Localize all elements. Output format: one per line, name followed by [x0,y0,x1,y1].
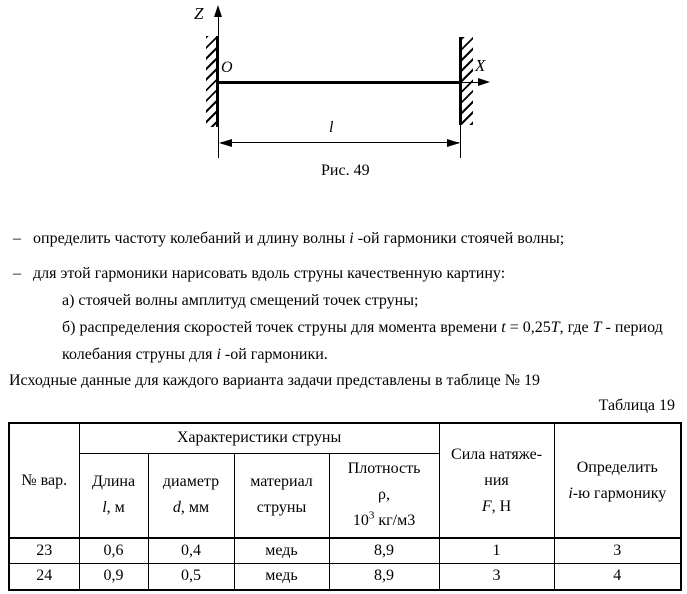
cell-length: 0,6 [78,537,149,564]
bullet-dash: – [13,265,21,282]
header-density: Плотность ρ, 103 кг/м3 [328,452,440,539]
x-axis-arrowhead-icon [478,78,490,86]
header-tension-force: Сила натяже- ния F, Н [438,422,555,539]
cell-harmonic: 3 [553,537,682,564]
task-subitem-b-mid: , где [559,319,593,336]
dimension-arrowhead-right-icon [447,139,460,147]
origin-label: O [221,59,233,76]
table-row: 23 0,6 0,4 медь 8,9 1 3 [8,537,682,564]
x-axis-label: X [475,56,486,75]
harmonic-index: i [349,230,354,247]
harmonic-index: i [216,346,221,363]
header-determine-line2: i-ю гармонику [568,484,667,502]
z-axis-label: Z [194,4,204,23]
header-density-line2: ρ, [378,486,391,504]
task-subitem-b: б) распределения скоростей точек струны … [62,318,663,338]
header-density-line1: Плотность [347,460,421,478]
cell-force: 1 [438,537,555,564]
header-force-symbol: F, Н [481,497,512,515]
task-subitem-b-text: б) распределения скоростей точек струны … [62,319,502,336]
left-wall-hatch [206,36,217,127]
string-line [218,81,461,84]
cell-diameter: 0,5 [147,562,235,591]
table-caption: Таблица 19 [598,397,675,414]
header-diameter: диаметр d, мм [147,452,235,539]
x-axis-line [461,82,487,83]
z-axis-arrowhead-icon [214,5,222,17]
header-group-text: Характеристики струны [176,429,342,447]
header-diameter-line1: диаметр [162,473,220,491]
time-symbol: t [501,319,506,336]
header-string-characteristics: Характеристики струны [78,422,440,454]
variants-table: № вар. Характеристики струны Сила натяже… [8,422,683,591]
header-length: Длина l, м [78,452,149,539]
task-item-1-text: определить частоту колебаний и длину вол… [33,230,350,247]
task-item-2: – для этой гармоники нарисовать вдоль стр… [13,264,505,284]
header-variant-text: № вар. [21,471,68,489]
cell-harmonic: 4 [553,562,682,591]
header-material-line1: материал [250,473,313,491]
bullet-dash: – [13,230,21,247]
cell-diameter: 0,4 [147,537,235,564]
right-wall-hatch [462,37,473,125]
cell-variant: 23 [8,537,80,564]
cell-material: медь [233,562,330,591]
task-subitem-a: а) стоячей волны амплитуд смещений точек… [62,291,418,311]
period-symbol: T [550,319,560,336]
header-material-line2: струны [256,499,307,517]
header-diameter-symbol: d, мм [172,499,210,517]
cell-density: 8,9 [328,537,440,564]
intro-paragraph: Исходные данные для каждого варианта зад… [9,371,540,391]
cell-variant: 24 [8,562,80,591]
task-subitem-a-text: а) стоячей волны амплитуд смещений точек… [62,292,419,309]
task-subitem-b-cont-end: -ой гармоники. [220,346,328,363]
right-wall-extension-line [460,125,461,158]
figure-caption: Рис. 49 [321,162,370,179]
left-wall-line [216,36,219,127]
time-value: = 0,25 [505,319,551,336]
header-variant: № вар. [8,422,80,539]
dimension-line [221,142,459,143]
header-density-unit: 103 кг/м3 [352,509,416,530]
task-subitem-b-end: - период [601,319,663,336]
cell-force: 3 [438,562,555,591]
task-item-2-text: для этой гармоники нарисовать вдоль стру… [33,265,506,282]
task-item-1-text-end: -ой гармоники стоячей волны; [353,230,565,247]
header-material: материал струны [233,452,330,539]
header-force-line1: Сила натяже- [451,445,543,463]
cell-material: медь [233,537,330,564]
table-row: 24 0,9 0,5 медь 8,9 3 4 [8,562,682,591]
task-subitem-b-cont-text: колебания струны для [62,346,217,363]
period-symbol: T [592,319,602,336]
task-item-1: – определить частоту колебаний и длину во… [13,229,564,249]
header-determine-line1: Определить [576,458,658,476]
header-force-line2: ния [484,471,509,489]
cell-density: 8,9 [328,562,440,591]
header-determine-harmonic: Определить i-ю гармонику [553,422,682,539]
intro-text: Исходные данные для каждого варианта зад… [9,372,541,389]
header-length-symbol: l, м [102,499,125,517]
dimension-arrowhead-left-icon [219,139,232,147]
right-wall-line [459,37,462,125]
length-label: l [329,119,334,136]
task-subitem-b-continuation: колебания струны для i -ой гармоники. [62,345,328,365]
header-length-line1: Длина [91,473,136,491]
cell-length: 0,9 [78,562,149,591]
